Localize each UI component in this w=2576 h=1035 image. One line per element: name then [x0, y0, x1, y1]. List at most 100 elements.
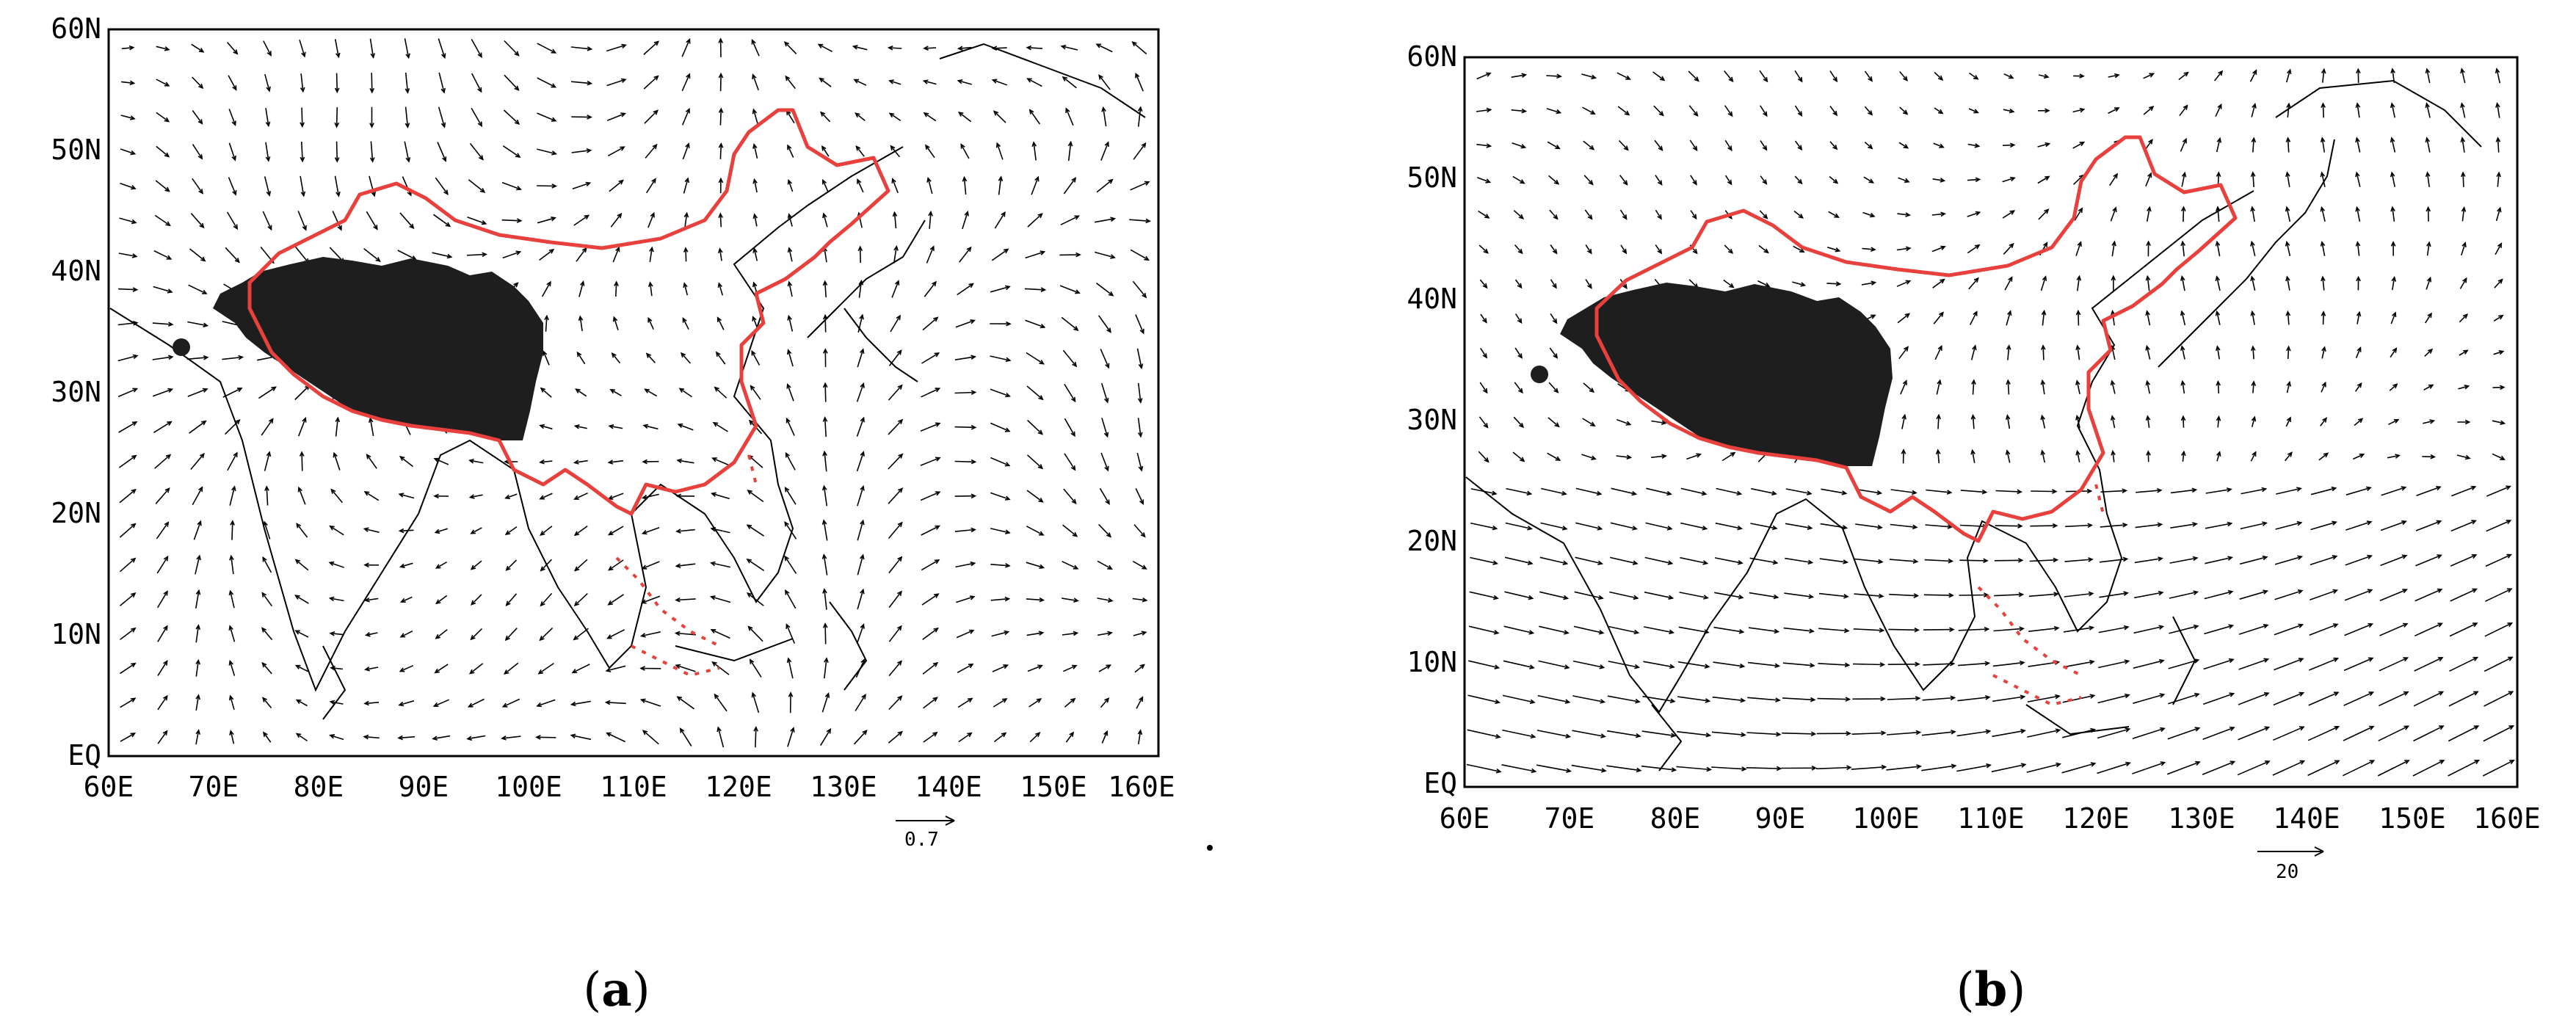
wind-vector: [225, 247, 240, 263]
wind-vector: [2286, 382, 2290, 393]
wind-vector-head: [1658, 145, 1663, 151]
wind-vector-head: [573, 600, 580, 607]
wind-vector-head: [264, 485, 269, 491]
wind-vector-head: [1070, 697, 1076, 703]
wind-vector: [2426, 277, 2431, 290]
wind-vector-head: [2403, 691, 2409, 696]
wind-vector-head: [2075, 309, 2081, 316]
wind-vector: [1130, 181, 1150, 191]
wind-vector: [2145, 172, 2152, 187]
wind-vector: [262, 211, 272, 230]
wind-vector-head: [897, 590, 902, 596]
wind-vector-head: [468, 669, 475, 675]
wind-vector-head: [933, 627, 939, 633]
wind-vector: [1129, 219, 1150, 222]
wind-vector-head: [2079, 141, 2086, 147]
wind-vector-head: [1905, 280, 1912, 285]
wind-vector: [2412, 760, 2445, 777]
wind-vector: [683, 283, 689, 296]
wind-vector: [1539, 591, 1568, 599]
wind-vector: [1059, 285, 1080, 294]
wind-vector: [2380, 555, 2407, 567]
wind-vector-head: [1073, 631, 1079, 636]
wind-vector: [1900, 380, 1907, 395]
wind-vector: [2251, 104, 2256, 117]
wind-vector: [2251, 242, 2256, 257]
wind-vector-head: [1658, 111, 1664, 117]
wind-vector-head: [335, 191, 341, 197]
wind-vector-head: [573, 460, 579, 465]
wind-vector-head: [2043, 242, 2048, 247]
y-axis-a: 60N 50N 40N 30N 20N 10N EQ: [51, 12, 101, 771]
wind-vector-head: [329, 734, 335, 739]
wind-vector: [295, 630, 309, 638]
wind-vector: [2379, 589, 2407, 601]
wind-vector: [2181, 276, 2185, 291]
wind-vector-head: [2497, 206, 2502, 213]
wind-vector-head: [1517, 248, 1523, 255]
wind-vector-head: [2079, 107, 2086, 113]
wind-vector-head: [2114, 107, 2120, 112]
wind-vector-head: [2193, 624, 2199, 630]
wind-vector-head: [1832, 76, 1838, 83]
wind-vector-head: [1139, 499, 1144, 506]
wind-vector: [888, 454, 903, 470]
wind-vector-head: [131, 219, 137, 225]
wind-vector: [153, 250, 172, 260]
wind-vector: [2002, 144, 2014, 146]
wind-vector-head: [1939, 143, 1945, 148]
wind-vector-head: [1800, 282, 1807, 287]
wind-vector-head: [2250, 275, 2255, 282]
wind-vector: [1609, 591, 1638, 599]
wind-vector-head: [130, 557, 137, 563]
wind-vector-head: [471, 600, 476, 606]
wind-vector-head: [896, 660, 902, 666]
wind-vector: [2426, 172, 2430, 187]
wind-vector-head: [163, 590, 168, 596]
wind-vector-head: [1590, 109, 1596, 115]
wind-vector: [2217, 207, 2220, 222]
wind-vector: [676, 563, 696, 567]
wind-vector: [1937, 415, 1940, 429]
wind-vector-head: [1845, 697, 1851, 702]
wind-vector: [1502, 729, 1535, 738]
wind-vector: [2205, 556, 2232, 564]
wind-vector: [399, 456, 414, 468]
wind-vector: [2170, 523, 2197, 529]
wind-vector: [955, 319, 975, 328]
x-tick-a-100e: 100E: [495, 771, 562, 803]
wind-vector: [1889, 593, 1918, 597]
wind-vector-head: [2218, 70, 2224, 76]
wind-vector-head: [970, 527, 976, 533]
wind-vector-head: [824, 657, 829, 663]
wind-vector: [1653, 105, 1664, 116]
wind-vector-head: [1026, 78, 1032, 83]
wind-vector: [1617, 106, 1630, 116]
wind-vector: [754, 214, 758, 227]
wind-vector-head: [363, 491, 370, 496]
wind-vector: [1616, 455, 1631, 459]
wind-vector: [2310, 487, 2336, 495]
wind-vector: [1477, 177, 1490, 183]
wind-vector: [681, 39, 691, 57]
wind-vector-head: [1972, 344, 1977, 351]
wind-vector-head: [1591, 74, 1597, 80]
wind-vector-head: [1741, 766, 1747, 771]
wind-vector: [2310, 589, 2337, 601]
wind-vector: [1689, 139, 1698, 151]
wind-vector-head: [1037, 429, 1044, 435]
wind-vector-head: [234, 258, 240, 264]
wind-vector-head: [1554, 422, 1560, 428]
wind-vector-head: [1739, 663, 1746, 669]
wind-vector: [1936, 380, 1941, 395]
wind-vector: [1513, 416, 1524, 428]
wind-vector: [2041, 451, 2046, 463]
x-tick-a-150e: 150E: [1020, 771, 1087, 803]
wind-vector-head: [2472, 656, 2479, 661]
wind-vector: [506, 559, 518, 571]
wind-vector: [1546, 108, 1561, 114]
wind-vector-head: [2263, 692, 2270, 697]
wind-vector-head: [2215, 345, 2221, 352]
wind-vector: [609, 526, 624, 536]
wind-vector: [610, 389, 622, 396]
